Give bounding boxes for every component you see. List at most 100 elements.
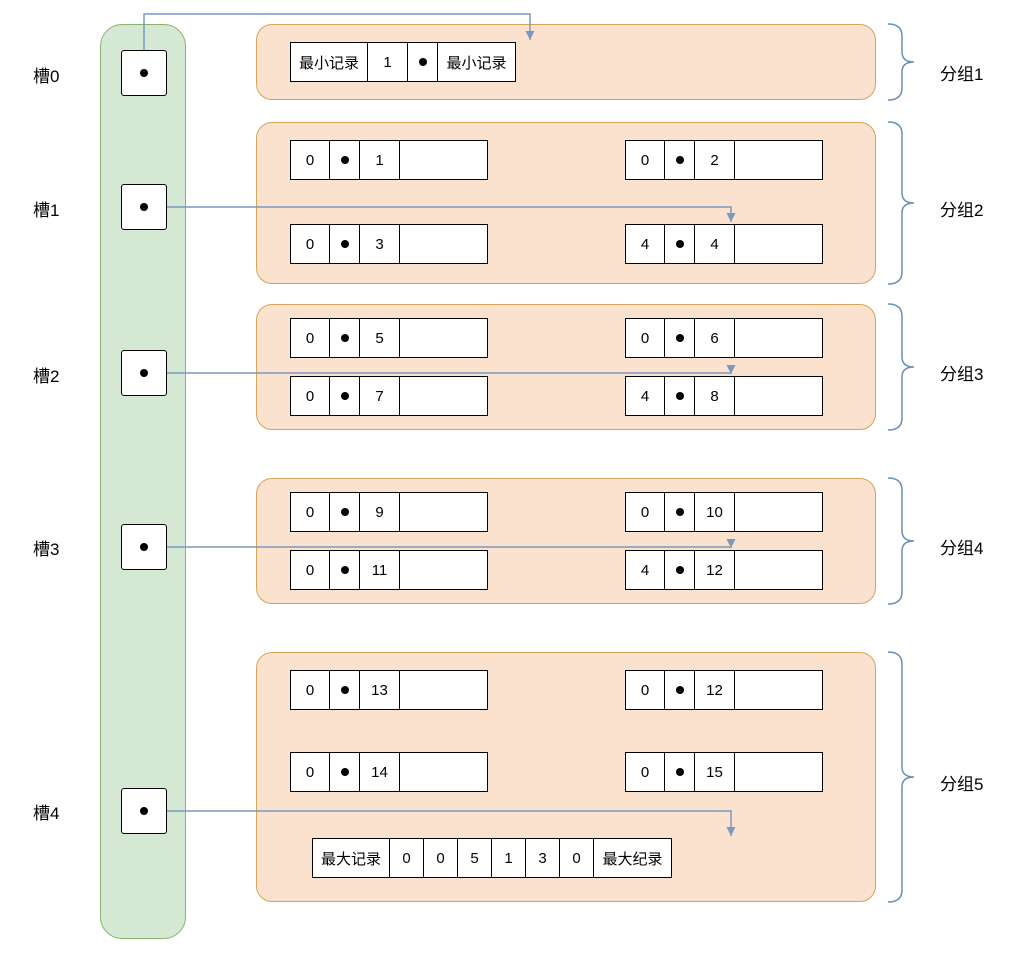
record-cell (330, 492, 360, 532)
record-cell: 11 (360, 550, 400, 590)
record-cell: 0 (290, 752, 330, 792)
record: 03 (290, 224, 488, 264)
record-cell: 1 (360, 140, 400, 180)
slot-label-3: 槽3 (33, 535, 59, 560)
pointer-dot-icon (676, 334, 684, 342)
group-label-2: 分组2 (940, 196, 983, 221)
slot-label-1: 槽1 (33, 196, 59, 221)
record-cell: 8 (695, 376, 735, 416)
record-cell: 7 (360, 376, 400, 416)
record: 012 (625, 670, 823, 710)
record-cell: 0 (625, 752, 665, 792)
record-cell: 0 (290, 492, 330, 532)
group-label-1: 分组1 (940, 60, 983, 85)
record-cell: 12 (695, 670, 735, 710)
record-cell (665, 752, 695, 792)
record-cell: 5 (458, 838, 492, 878)
record-cell (400, 318, 488, 358)
record-cell (400, 376, 488, 416)
pointer-dot-icon (676, 156, 684, 164)
record-cell (735, 550, 823, 590)
record-cell (735, 376, 823, 416)
record-cell: 6 (695, 318, 735, 358)
record: 01 (290, 140, 488, 180)
record-cell: 1 (492, 838, 526, 878)
record: 013 (290, 670, 488, 710)
pointer-dot-icon (140, 369, 148, 377)
pointer-dot-icon (140, 543, 148, 551)
record-cell (665, 376, 695, 416)
record: 05 (290, 318, 488, 358)
record-cell (330, 318, 360, 358)
slot-box-0 (121, 50, 167, 96)
record: 02 (625, 140, 823, 180)
record-cell: 0 (290, 140, 330, 180)
slot-box-4 (121, 788, 167, 834)
record: 010 (625, 492, 823, 532)
record-cell (735, 752, 823, 792)
record-cell: 3 (360, 224, 400, 264)
record-cell (735, 140, 823, 180)
record-cell: 4 (625, 224, 665, 264)
record-cell: 0 (625, 318, 665, 358)
pointer-dot-icon (419, 58, 427, 66)
group-label-5: 分组5 (940, 770, 983, 795)
record-cell: 0 (290, 550, 330, 590)
pointer-dot-icon (341, 156, 349, 164)
record-cell: 0 (560, 838, 594, 878)
brace-2 (888, 122, 914, 284)
slot-box-2 (121, 350, 167, 396)
record-cell: 0 (625, 492, 665, 532)
record-cell: 2 (695, 140, 735, 180)
record-cell (665, 670, 695, 710)
pointer-dot-icon (341, 768, 349, 776)
pointer-dot-icon (341, 240, 349, 248)
record-cell (400, 670, 488, 710)
record-cell: 0 (625, 140, 665, 180)
record-cell: 3 (526, 838, 560, 878)
min-record-label: 最小记录 (290, 42, 368, 82)
record-cell (330, 140, 360, 180)
slot-box-3 (121, 524, 167, 570)
record: 014 (290, 752, 488, 792)
record-cell (665, 224, 695, 264)
record-cell (400, 492, 488, 532)
pointer-dot-icon (676, 566, 684, 574)
record-cell (665, 140, 695, 180)
record-cell (330, 376, 360, 416)
pointer-dot-icon (140, 203, 148, 211)
brace-3 (888, 304, 914, 430)
record-cell (665, 492, 695, 532)
record-cell (400, 224, 488, 264)
record-cell (400, 140, 488, 180)
pointer-dot-icon (676, 240, 684, 248)
record-cell: 1 (368, 42, 408, 82)
record-cell (330, 224, 360, 264)
pointer-dot-icon (140, 69, 148, 77)
record-cell: 4 (695, 224, 735, 264)
record-cell (400, 550, 488, 590)
record-cell: 5 (360, 318, 400, 358)
record-cell (400, 752, 488, 792)
brace-1 (888, 24, 914, 100)
record-cell: 13 (360, 670, 400, 710)
record-cell: 9 (360, 492, 400, 532)
record-cell: 0 (290, 376, 330, 416)
record-cell (735, 670, 823, 710)
record-cell (735, 318, 823, 358)
pointer-dot-icon (341, 508, 349, 516)
pointer-dot-icon (341, 334, 349, 342)
pointer-dot-icon (676, 392, 684, 400)
record-cell: 12 (695, 550, 735, 590)
record: 09 (290, 492, 488, 532)
record-cell (665, 550, 695, 590)
slot-box-1 (121, 184, 167, 230)
record-cell (330, 550, 360, 590)
record-cell: 15 (695, 752, 735, 792)
pointer-dot-icon (676, 508, 684, 516)
record-cell: 0 (390, 838, 424, 878)
record-cell: 0 (290, 318, 330, 358)
record-cell (665, 318, 695, 358)
record-cell (735, 224, 823, 264)
record-cell (330, 752, 360, 792)
